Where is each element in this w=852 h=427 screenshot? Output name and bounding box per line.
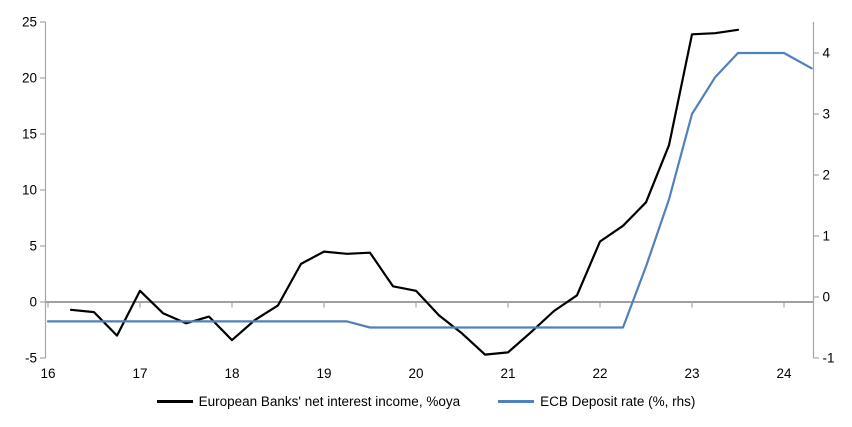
y-axis-left-label: 0 <box>29 295 37 310</box>
x-axis-label: 20 <box>408 366 423 381</box>
x-axis-label: 19 <box>316 366 331 381</box>
y-axis-left-label: -5 <box>25 351 37 366</box>
x-axis-label: 16 <box>40 366 55 381</box>
y-axis-right: 4 3 2 1 0 -1 <box>812 22 835 366</box>
y-axis-right-label: 3 <box>823 107 831 122</box>
legend-label-net-interest-income: European Banks' net interest income, %oy… <box>198 394 461 409</box>
series-line-ecb-deposit-rate <box>46 51 813 329</box>
y-axis-left: 25 20 15 10 5 0 -5 <box>22 15 47 366</box>
x-axis-label: 22 <box>592 366 607 381</box>
x-axis-label: 24 <box>776 366 792 381</box>
x-axis-label: 18 <box>224 366 239 381</box>
y-axis-right-label: 2 <box>823 168 831 183</box>
legend-item-ecb-deposit-rate: ECB Deposit rate (%, rhs) <box>498 394 695 409</box>
y-axis-right-label: -1 <box>823 351 835 366</box>
y-axis-left-label: 10 <box>22 183 37 198</box>
x-axis: 16 17 18 19 20 21 22 23 24 <box>40 302 792 381</box>
y-axis-left-label: 5 <box>29 239 37 254</box>
series-line-net-interest-income <box>69 28 740 356</box>
y-axis-right-label: 0 <box>823 290 831 305</box>
y-axis-left-label: 20 <box>22 71 37 86</box>
y-axis-right-label: 4 <box>823 46 831 61</box>
y-axis-left-label: 15 <box>22 127 37 142</box>
x-axis-label: 23 <box>684 366 699 381</box>
legend-line-sample-black <box>156 400 193 403</box>
legend-line-sample-blue <box>498 400 535 403</box>
legend-item-net-interest-income: European Banks' net interest income, %oy… <box>156 394 461 409</box>
y-axis-right-label: 1 <box>823 229 831 244</box>
x-axis-label: 17 <box>132 366 147 381</box>
x-axis-label: 21 <box>500 366 515 381</box>
legend-label-ecb-deposit-rate: ECB Deposit rate (%, rhs) <box>540 394 696 409</box>
legend: European Banks' net interest income, %oy… <box>0 394 852 409</box>
y-axis-left-label: 25 <box>22 15 37 30</box>
